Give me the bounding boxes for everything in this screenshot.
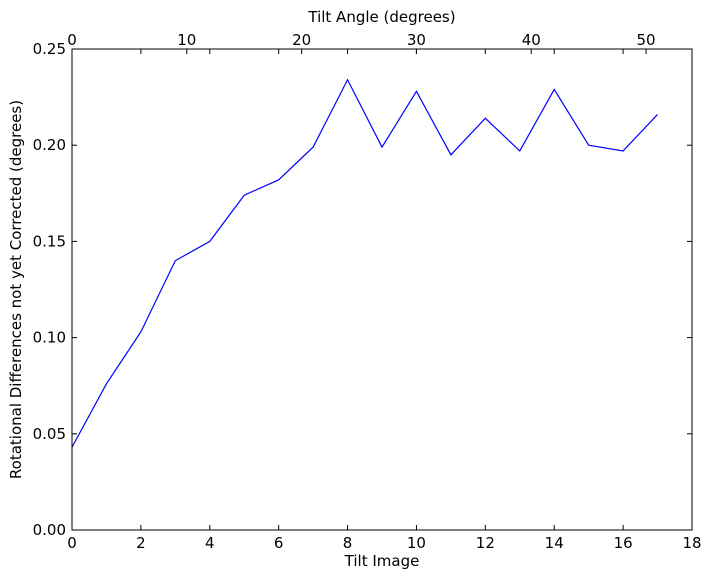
- x-tick-label: 18: [682, 534, 701, 552]
- x-axis-label: Tilt Image: [344, 552, 420, 570]
- y-tick-label: 0.10: [33, 329, 66, 347]
- x-tick-label: 8: [343, 534, 353, 552]
- x2-tick-label: 30: [407, 31, 426, 49]
- series-line: [71, 78, 658, 448]
- x2-tick-label: 50: [637, 31, 656, 49]
- x2-tick-label: 20: [292, 31, 311, 49]
- x2-tick-label: 40: [522, 31, 541, 49]
- x2-tick-label: 0: [67, 31, 77, 49]
- y-tick-label: 0.25: [33, 40, 66, 58]
- top-axis-label: Tilt Angle (degrees): [307, 8, 455, 26]
- y-tick-label: 0.00: [33, 521, 66, 539]
- x-tick-label: 0: [67, 534, 77, 552]
- x-tick-label: 14: [545, 534, 564, 552]
- x-tick-label: 16: [614, 534, 633, 552]
- y-tick-label: 0.15: [33, 232, 66, 250]
- y-tick-label: 0.05: [33, 425, 66, 443]
- x-tick-label: 4: [205, 534, 215, 552]
- y-axis-label: Rotational Differences not yet Corrected…: [7, 100, 25, 479]
- plot-frame: [71, 48, 693, 531]
- y-tick-label: 0.20: [33, 136, 66, 154]
- x-tick-label: 12: [476, 534, 495, 552]
- x2-tick-label: 10: [177, 31, 196, 49]
- x-tick-label: 6: [274, 534, 284, 552]
- x-tick-label: 10: [407, 534, 426, 552]
- x-tick-label: 2: [136, 534, 146, 552]
- ticks-layer: 0 2 4 6 8 10 12 14 16 18 0 10 20 30 40 50 0.00 0.05 0.10 0.…: [33, 31, 702, 552]
